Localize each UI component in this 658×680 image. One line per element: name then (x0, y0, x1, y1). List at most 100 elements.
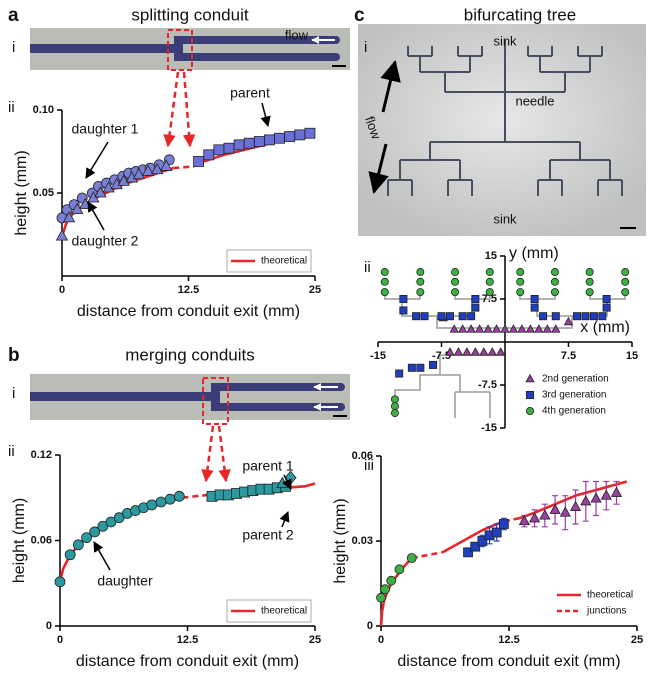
annotation-arrow (87, 201, 105, 231)
point (528, 512, 541, 523)
point (445, 347, 455, 356)
point (416, 268, 425, 277)
subpanel-label: i (364, 39, 367, 56)
point (467, 312, 476, 321)
y-tick-label: 0.06 (352, 450, 373, 462)
point (55, 229, 69, 241)
point (563, 316, 574, 326)
point (585, 277, 594, 286)
point (160, 159, 173, 171)
photo (358, 24, 646, 236)
annotation-arrow (93, 541, 111, 571)
point (485, 268, 494, 277)
panel-title: bifurcating tree (464, 5, 576, 24)
point (64, 549, 76, 561)
panel-title: splitting conduit (131, 5, 248, 24)
point (530, 303, 539, 312)
point (213, 144, 225, 156)
point (150, 162, 164, 175)
subpanel-label: iii (364, 457, 374, 474)
point (416, 277, 425, 286)
point (54, 576, 66, 588)
point (253, 136, 265, 147)
point (223, 142, 235, 154)
y-axis-label: height (mm) (11, 498, 28, 583)
point (155, 496, 167, 508)
point (598, 312, 607, 321)
point (376, 592, 386, 603)
legend-label: theoretical (261, 606, 307, 617)
point (590, 492, 602, 503)
point (445, 312, 454, 321)
point (526, 406, 535, 415)
x-tick-label: 0 (59, 284, 65, 296)
y-axis-label: height (mm) (13, 150, 30, 235)
point (62, 211, 76, 223)
point (581, 312, 590, 321)
subpanel-label: i (12, 385, 15, 402)
point (479, 347, 489, 356)
point (304, 127, 316, 139)
point (284, 131, 296, 142)
subpanel-label: ii (364, 259, 371, 276)
zoom-arrow (201, 425, 215, 483)
point (621, 277, 630, 286)
point (559, 506, 571, 517)
point (451, 288, 460, 297)
point (146, 499, 158, 511)
point (429, 360, 438, 369)
photo (30, 374, 350, 420)
point (390, 402, 399, 411)
point (399, 306, 408, 315)
legend-label: 3rd generation (542, 390, 607, 401)
annotation: parent (230, 85, 270, 101)
subpanel-label: ii (8, 99, 15, 116)
point (487, 347, 497, 356)
subpanel-label: ii (8, 443, 15, 460)
point (390, 409, 399, 418)
point (551, 324, 561, 333)
point (420, 312, 429, 321)
point (399, 294, 408, 303)
legend-label: theoretical (587, 590, 633, 601)
point (500, 324, 510, 333)
point (485, 277, 494, 286)
point (516, 288, 525, 297)
point (164, 493, 176, 505)
point (539, 509, 551, 520)
y-tick-label: -15 (481, 422, 497, 434)
y-tick-label: 15 (485, 250, 497, 262)
y-axis-label: height (mm) (332, 498, 349, 583)
panel-title: merging conduits (125, 345, 254, 364)
y-tick-label: 7.5 (482, 293, 497, 305)
point (516, 268, 525, 277)
point (463, 547, 473, 558)
point (491, 324, 502, 333)
point (274, 132, 285, 144)
point (610, 486, 623, 497)
highlight-box (167, 29, 193, 71)
point (550, 268, 559, 277)
point (471, 294, 480, 303)
annotation: daughter (97, 573, 153, 589)
point (416, 288, 425, 297)
point (530, 294, 539, 303)
point (380, 277, 389, 286)
photo (30, 28, 350, 70)
legend-label: junctions (586, 606, 626, 617)
annotation: daughter 2 (72, 233, 139, 249)
point (491, 527, 502, 538)
point (602, 303, 611, 312)
legend-label: 2nd generation (542, 374, 609, 385)
point (380, 268, 389, 277)
legend-label: 4th generation (542, 406, 606, 417)
point (602, 294, 611, 303)
x-tick-label: 25 (309, 284, 321, 296)
point (72, 539, 84, 551)
point (233, 139, 245, 151)
point (496, 347, 506, 356)
point (141, 164, 155, 176)
point (600, 489, 612, 500)
point (89, 526, 101, 538)
